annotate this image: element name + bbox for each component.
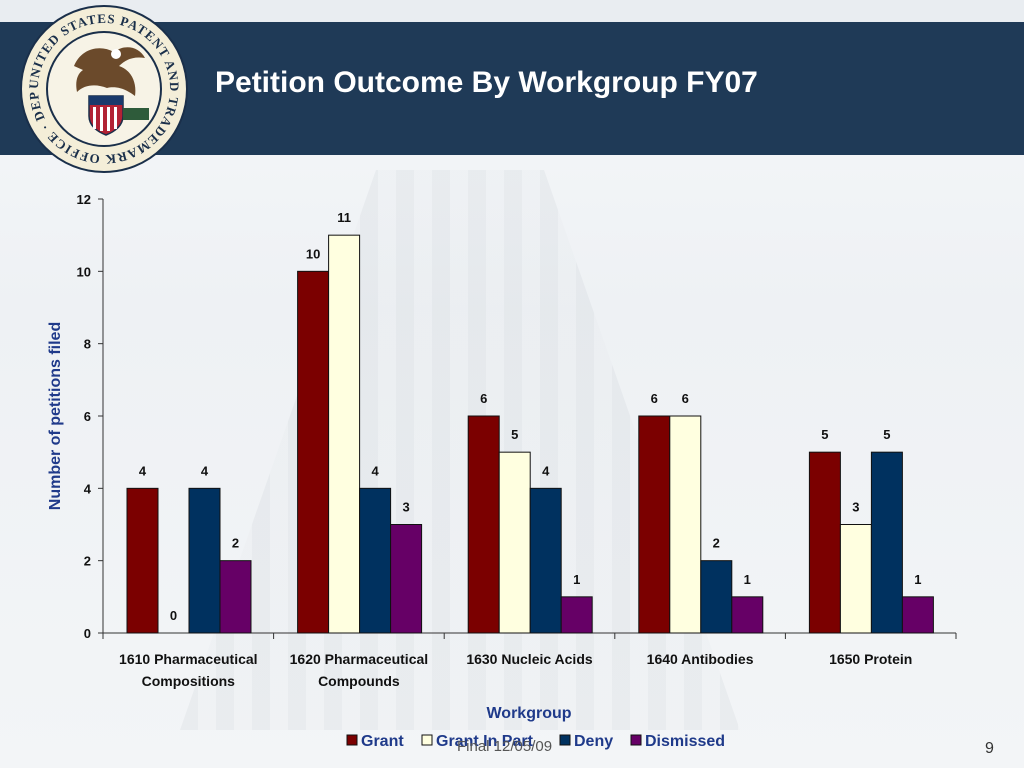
header-top-strip [0, 0, 1024, 22]
footer-date: Final 12/05/09 [457, 738, 553, 755]
bar-deny [870, 451, 903, 634]
y-tick-label: 10 [77, 264, 91, 279]
y-tick-label: 6 [84, 409, 91, 424]
bar-grant-in-part [498, 451, 531, 634]
x-tick-label: Compounds [318, 673, 400, 689]
y-tick-label: 4 [84, 481, 92, 496]
slide-title: Petition Outcome By Workgroup FY07 [215, 66, 758, 99]
page-number: 9 [985, 740, 994, 757]
legend-label: Dismissed [645, 733, 725, 750]
bar-grant [126, 487, 159, 634]
legend-label: Deny [574, 733, 613, 750]
bar-grant-in-part [839, 524, 872, 634]
x-tick-label: Compositions [142, 673, 236, 689]
data-label: 3 [852, 500, 859, 515]
bar-dismissed [390, 524, 423, 634]
data-label: 0 [170, 608, 177, 623]
bar-grant-in-part [328, 234, 361, 634]
data-label: 1 [573, 572, 580, 587]
data-label: 4 [542, 463, 550, 478]
bar-dismissed [901, 596, 934, 634]
bar-deny [359, 487, 392, 634]
legend-swatch-grant-in-part [421, 734, 433, 746]
bar-grant-in-part [669, 415, 702, 634]
bar-dismissed [731, 596, 764, 634]
data-label: 11 [337, 210, 351, 225]
data-label: 5 [821, 427, 828, 442]
legend-label: Grant [361, 733, 404, 750]
x-tick-label: 1640 Antibodies [647, 651, 754, 667]
bar-dismissed [560, 596, 593, 634]
x-axis-title: Workgroup [486, 705, 571, 722]
data-label: 5 [511, 427, 518, 442]
bar-dismissed [219, 560, 252, 634]
bar-deny [188, 487, 221, 634]
bar-grant [467, 415, 500, 634]
y-tick-label: 2 [84, 554, 91, 569]
data-label: 1 [914, 572, 921, 587]
legend-label: Grant In Part [436, 733, 534, 750]
x-tick-label: 1630 Nucleic Acids [466, 651, 593, 667]
legend-swatch-grant [346, 734, 358, 746]
data-label: 4 [139, 463, 147, 478]
data-label: 10 [306, 246, 320, 261]
data-label: 6 [682, 391, 689, 406]
uspto-seal-icon: UNITED STATES PATENT AND TRADEMARK OFFIC… [19, 4, 188, 173]
x-tick-label: 1610 Pharmaceutical [119, 651, 258, 667]
legend-swatch-deny [559, 734, 571, 746]
y-tick-label: 12 [77, 192, 91, 207]
data-label: 2 [713, 536, 720, 551]
data-label: 3 [402, 500, 409, 515]
data-label: 1 [744, 572, 751, 587]
y-tick-label: 8 [84, 337, 91, 352]
x-tick-label: 1620 Pharmaceutical [290, 651, 429, 667]
bar-deny [700, 560, 733, 634]
y-axis-title: Number of petitions filed [47, 322, 64, 510]
data-label: 5 [883, 427, 890, 442]
data-label: 6 [480, 391, 487, 406]
x-tick-label: 1650 Protein [829, 651, 912, 667]
data-label: 2 [232, 536, 239, 551]
data-label: 6 [651, 391, 658, 406]
bar-grant [808, 451, 841, 634]
y-tick-label: 0 [84, 626, 91, 641]
bar-deny [529, 487, 562, 634]
bar-grant [638, 415, 671, 634]
data-label: 4 [201, 463, 209, 478]
bar-grant [297, 270, 330, 634]
data-label: 4 [371, 463, 379, 478]
legend-swatch-dismissed [630, 734, 642, 746]
